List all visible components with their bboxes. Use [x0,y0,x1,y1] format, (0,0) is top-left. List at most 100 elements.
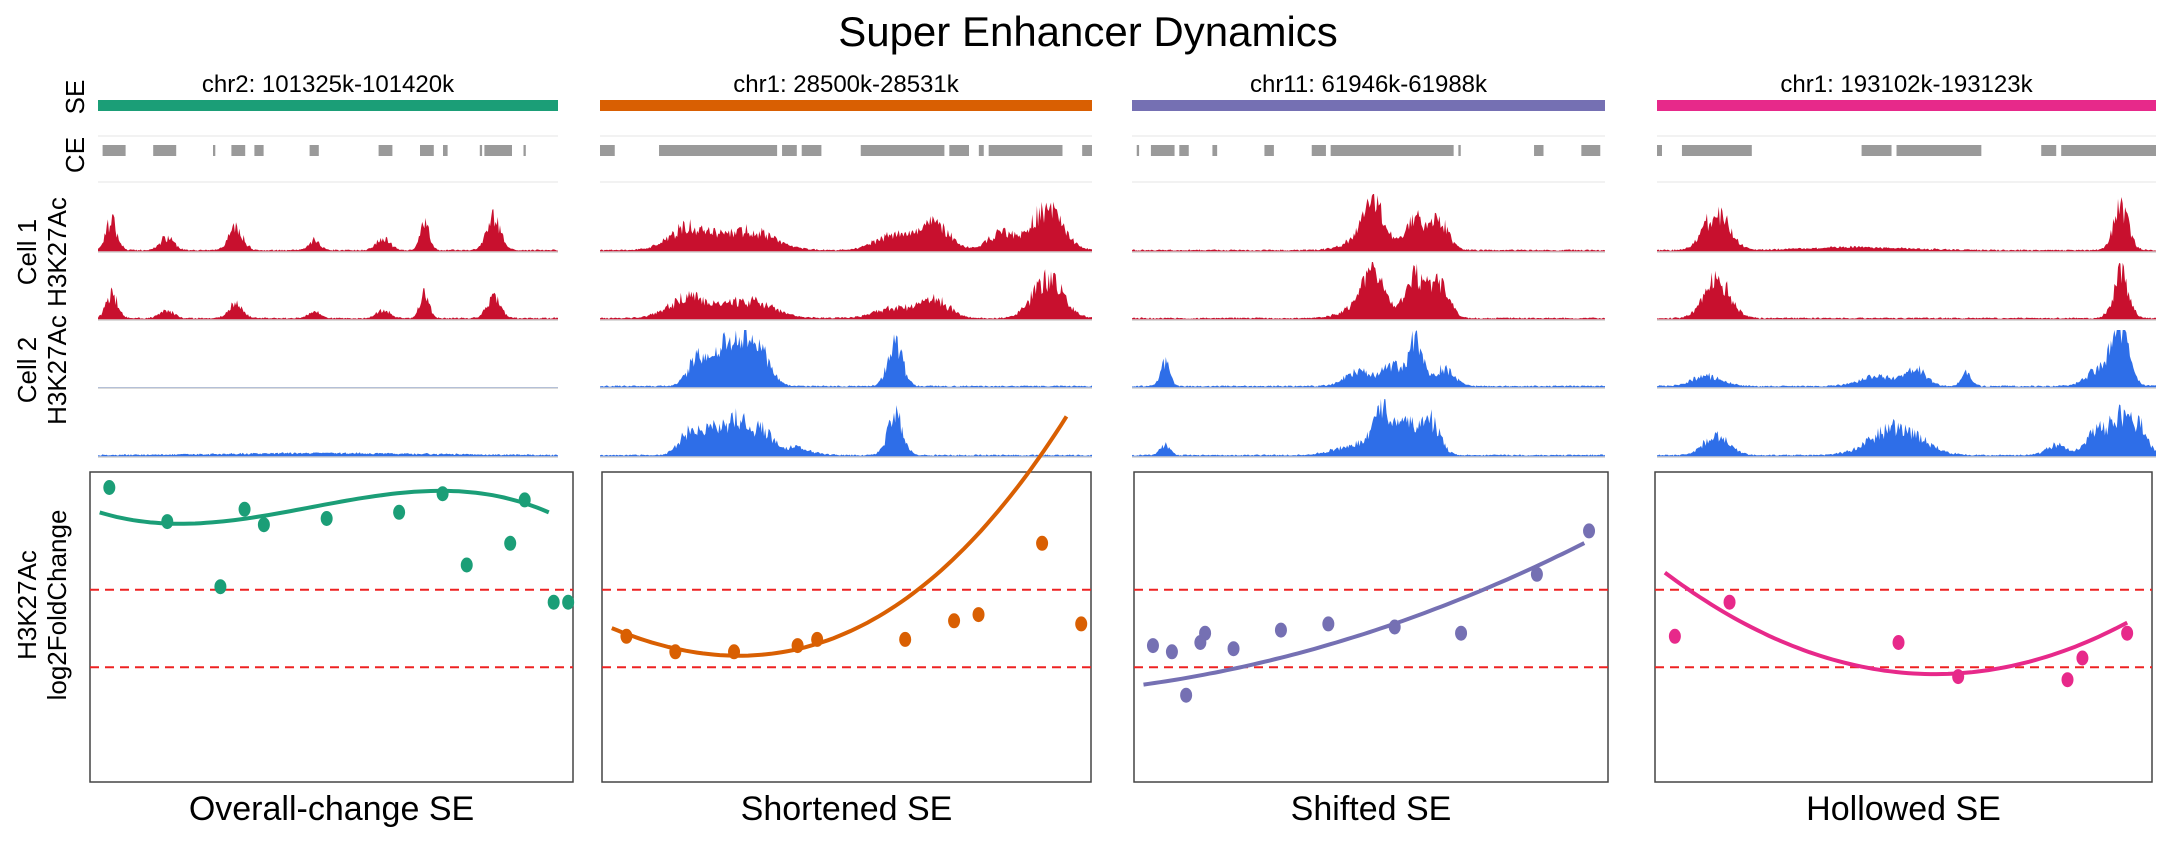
cell2-rep2-signal [1657,404,2156,457]
data-point [1455,625,1468,641]
ce-block [1458,145,1461,156]
data-point [562,594,575,610]
row-label-foldchange: H3K27Ac log2FoldChange [12,465,72,745]
data-point [214,579,227,595]
ce-block [231,145,246,156]
trend-curve [611,415,1069,658]
panel-0: chr2: 101325k-101420k Overall-change SE [89,71,575,828]
cell1-rep1-signal [1657,197,2156,252]
trend-curve [1143,541,1586,687]
data-point [504,535,517,551]
row-label-cell2: Cell 2 H3K27Ac [12,300,72,440]
data-point [669,644,682,660]
region-label: chr1: 28500k-28531k [733,71,959,98]
row-label-cell2-line1: Cell 2 [12,336,42,404]
ce-block [988,145,1063,156]
data-point [1530,566,1543,582]
ce-block [801,145,822,156]
ce-block [782,145,797,156]
ce-block [1657,145,1662,156]
cell2-rep1-signal [1132,330,1605,388]
ce-block [659,145,778,156]
figure-title: Super Enhancer Dynamics [838,8,1338,55]
ce-block [1212,145,1218,156]
ce-block [2061,145,2156,156]
ce-block [1681,145,1752,156]
cell2-rep1-signal [600,330,1092,388]
foldchange-frame [89,471,574,783]
ce-block [1534,145,1544,156]
panel-2: chr11: 61946k-61988k Shifted SE [1132,71,1609,828]
ce-block [484,145,512,156]
panel-1: chr1: 28500k-28531k Shortened SE [600,71,1092,828]
data-point [811,631,824,647]
se-bar [98,100,558,111]
data-point [972,607,985,623]
panel-3: chr1: 193102k-193123k Hollowed SE [1654,71,2156,828]
ce-block [523,145,526,156]
data-point [436,486,449,502]
data-point [257,517,270,533]
trend-curve [1663,570,2129,677]
row-label-se: SE [60,79,90,115]
region-label: chr1: 193102k-193123k [1780,71,2033,98]
ce-block [378,145,393,156]
ce-block [1082,145,1092,156]
data-point [460,557,473,573]
region-label: chr2: 101325k-101420k [202,71,455,98]
row-label-cell2-line2: H3K27Ac [42,315,72,425]
ce-block [420,145,434,156]
data-point [103,480,116,495]
foldchange-frame [601,471,1092,783]
data-point [1227,641,1240,657]
ce-block [309,145,319,156]
data-point [1036,535,1049,551]
panel-title: Shortened SE [741,790,953,828]
cell2-rep2-signal [1132,399,1605,457]
row-label-foldchange-line1: H3K27Ac [12,550,42,660]
data-point [1892,635,1905,650]
panel-title: Hollowed SE [1806,790,2001,828]
data-point [791,638,804,654]
ce-block [479,145,483,156]
se-bar [600,100,1092,111]
data-point [728,644,741,660]
data-point [1274,622,1287,638]
data-point [1322,616,1335,632]
data-point [393,504,406,520]
ce-block [1896,145,1982,156]
data-point [1583,523,1596,539]
panel-title: Overall-change SE [189,790,474,828]
region-label: chr11: 61946k-61988k [1250,71,1488,98]
cell2-rep1-signal [1657,330,2156,388]
ce-block [1136,145,1140,156]
ce-block [1150,145,1175,156]
ce-block [860,145,945,156]
data-point [2121,625,2134,641]
ce-block [1861,145,1892,156]
data-point [1165,644,1178,660]
ce-block [213,145,216,156]
cell1-rep2-signal [1132,262,1605,320]
ce-block [153,145,177,156]
data-point [2076,650,2089,666]
data-point [1075,616,1088,632]
ce-block [1179,145,1189,156]
panel-title: Shifted SE [1291,790,1452,828]
ce-block [2041,145,2057,156]
row-label-ce: CE [60,136,90,174]
data-point [238,501,251,517]
data-point [1146,638,1159,654]
data-point [518,492,531,508]
se-bar [1132,100,1605,111]
cell2-rep2-signal [600,405,1092,457]
cell1-rep1-signal [600,201,1092,252]
data-point [1723,594,1736,610]
cell1-rep2-signal [600,269,1092,320]
foldchange-frame [1133,471,1609,783]
data-point [1180,687,1193,703]
ce-block [1264,145,1274,156]
data-point [620,628,633,644]
data-point [1199,625,1212,641]
